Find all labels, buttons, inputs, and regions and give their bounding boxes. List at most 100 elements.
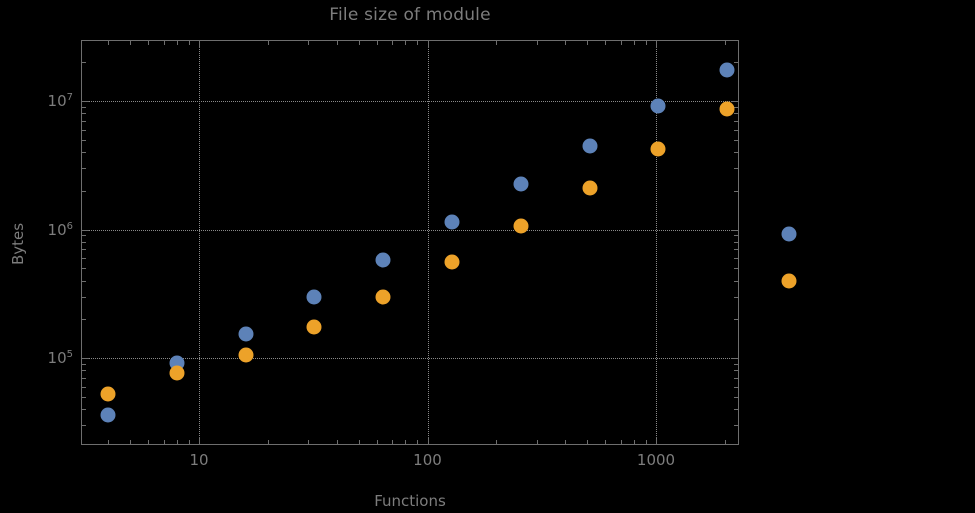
y-major-tick bbox=[731, 229, 738, 231]
x-minor-tick bbox=[148, 41, 150, 45]
x-minor-tick bbox=[308, 41, 310, 45]
x-minor-tick bbox=[392, 41, 394, 45]
gridline-vertical bbox=[427, 41, 429, 444]
scatter-point-orange[interactable] bbox=[306, 319, 322, 335]
x-major-tick bbox=[427, 41, 429, 48]
x-minor-tick bbox=[536, 41, 538, 45]
scatter-point-blue[interactable] bbox=[238, 326, 254, 342]
y-minor-tick bbox=[734, 296, 738, 298]
y-minor-tick bbox=[82, 249, 86, 251]
scatter-point-orange[interactable] bbox=[444, 254, 460, 270]
y-minor-tick bbox=[734, 168, 738, 170]
gridline-horizontal bbox=[82, 358, 738, 359]
y-minor-tick bbox=[82, 386, 86, 388]
x-minor-tick bbox=[417, 440, 419, 444]
y-minor-tick bbox=[734, 106, 738, 108]
x-minor-tick bbox=[633, 440, 635, 444]
x-minor-tick bbox=[536, 440, 538, 444]
gridline-vertical bbox=[656, 41, 657, 444]
y-minor-tick bbox=[82, 268, 86, 270]
scatter-point-orange[interactable] bbox=[100, 386, 116, 402]
scatter-point-orange[interactable] bbox=[513, 218, 529, 234]
y-minor-tick bbox=[734, 129, 738, 131]
scatter-point-blue[interactable] bbox=[444, 214, 460, 230]
y-minor-tick bbox=[82, 396, 86, 398]
scatter-point-blue[interactable] bbox=[719, 62, 735, 78]
scatter-point-orange[interactable] bbox=[582, 180, 598, 196]
x-minor-tick bbox=[724, 41, 726, 45]
x-axis-label: Functions bbox=[374, 492, 446, 510]
y-minor-tick bbox=[82, 409, 86, 411]
y-minor-tick bbox=[82, 363, 86, 365]
scatter-point-blue[interactable] bbox=[306, 289, 322, 305]
y-minor-tick bbox=[82, 235, 86, 237]
x-tick-label: 1000 bbox=[636, 451, 676, 469]
x-minor-tick bbox=[376, 41, 378, 45]
y-minor-tick bbox=[734, 139, 738, 141]
y-minor-tick bbox=[82, 370, 86, 372]
y-tick-label: 107 bbox=[47, 92, 73, 110]
scatter-point-orange[interactable] bbox=[238, 347, 254, 363]
y-minor-tick bbox=[734, 190, 738, 192]
x-minor-tick bbox=[645, 41, 647, 45]
x-minor-tick bbox=[405, 41, 407, 45]
x-minor-tick bbox=[496, 440, 498, 444]
y-axis-label: Bytes bbox=[9, 222, 27, 266]
y-minor-tick bbox=[734, 113, 738, 115]
x-major-tick bbox=[199, 437, 200, 444]
y-minor-tick bbox=[734, 409, 738, 411]
y-minor-tick bbox=[82, 113, 86, 115]
x-minor-tick bbox=[392, 440, 394, 444]
scatter-point-orange[interactable] bbox=[375, 289, 391, 305]
y-minor-tick bbox=[82, 139, 86, 141]
x-minor-tick bbox=[496, 41, 498, 45]
scatter-point-blue[interactable] bbox=[100, 407, 116, 423]
y-minor-tick bbox=[82, 168, 86, 170]
x-minor-tick bbox=[188, 440, 190, 444]
y-minor-tick bbox=[82, 152, 86, 154]
x-major-tick bbox=[427, 437, 429, 444]
y-minor-tick bbox=[734, 377, 738, 379]
x-minor-tick bbox=[633, 41, 635, 45]
x-minor-tick bbox=[148, 440, 150, 444]
x-minor-tick bbox=[645, 440, 647, 444]
plot-frame: 107 106 105 10 100 1000 bbox=[48, 40, 739, 469]
scatter-point-outside-orange[interactable] bbox=[781, 273, 797, 289]
gridline-horizontal bbox=[82, 101, 738, 102]
x-minor-tick bbox=[267, 41, 269, 45]
y-minor-tick bbox=[734, 249, 738, 251]
y-major-tick bbox=[82, 101, 89, 102]
x-minor-tick bbox=[565, 440, 567, 444]
x-minor-tick bbox=[108, 41, 110, 45]
y-major-tick bbox=[731, 358, 738, 359]
y-minor-tick bbox=[734, 62, 738, 64]
y-minor-tick bbox=[82, 425, 86, 427]
y-minor-tick bbox=[734, 235, 738, 237]
y-minor-tick bbox=[734, 241, 738, 243]
scatter-point-orange[interactable] bbox=[719, 101, 735, 117]
y-minor-tick bbox=[734, 258, 738, 259]
x-tick-label: 100 bbox=[413, 451, 442, 469]
x-minor-tick bbox=[376, 440, 378, 444]
y-minor-tick bbox=[82, 190, 86, 192]
scatter-point-blue[interactable] bbox=[650, 98, 666, 114]
scatter-point-orange[interactable] bbox=[650, 141, 666, 157]
x-minor-tick bbox=[163, 440, 165, 444]
scatter-point-orange[interactable] bbox=[169, 365, 185, 381]
y-minor-tick bbox=[82, 106, 86, 108]
gridline-horizontal bbox=[82, 229, 738, 231]
x-minor-tick bbox=[163, 41, 165, 45]
x-minor-tick bbox=[605, 440, 607, 444]
scatter-point-blue[interactable] bbox=[375, 252, 391, 268]
y-minor-tick bbox=[734, 363, 738, 365]
y-minor-tick bbox=[734, 386, 738, 388]
y-minor-tick bbox=[82, 319, 86, 321]
scatter-point-blue[interactable] bbox=[582, 138, 598, 154]
scatter-point-blue[interactable] bbox=[513, 176, 529, 192]
y-minor-tick bbox=[82, 377, 86, 379]
y-minor-tick bbox=[82, 129, 86, 131]
scatter-point-outside-blue[interactable] bbox=[781, 226, 797, 242]
y-minor-tick bbox=[734, 425, 738, 427]
y-minor-tick bbox=[734, 319, 738, 321]
